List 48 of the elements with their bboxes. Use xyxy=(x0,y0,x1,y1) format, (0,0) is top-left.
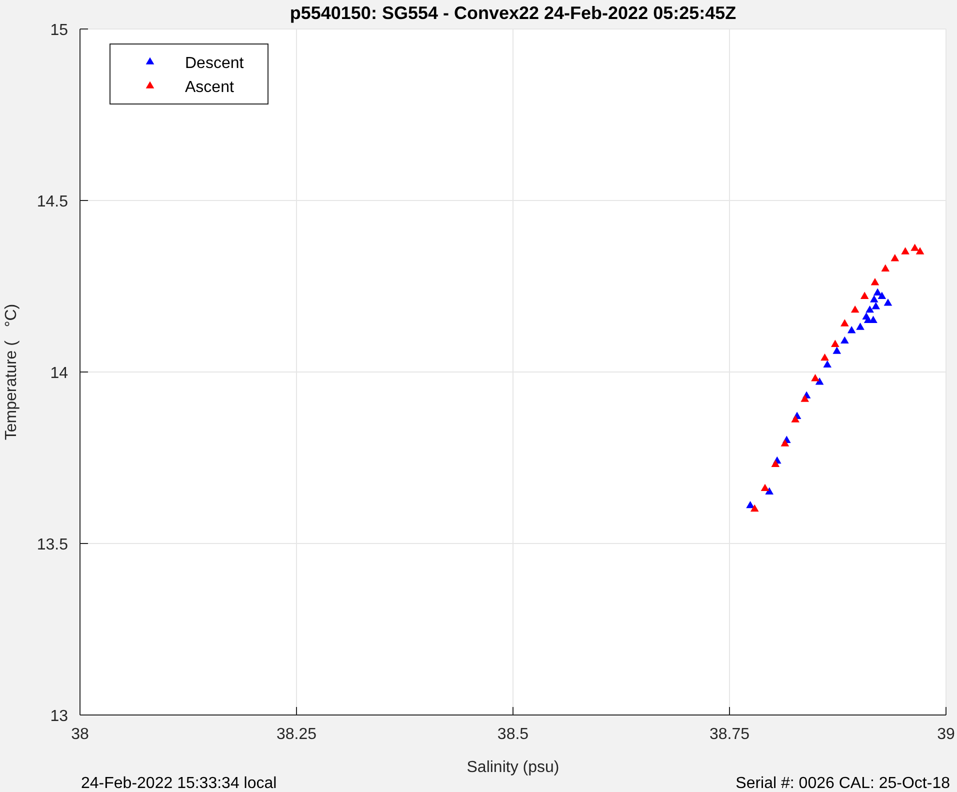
point xyxy=(890,254,900,262)
point xyxy=(823,360,832,368)
point xyxy=(765,487,774,494)
point xyxy=(820,353,829,361)
y-tick-label: 13 xyxy=(50,708,68,725)
point xyxy=(870,295,878,302)
point xyxy=(872,302,880,310)
x-tick-label: 38 xyxy=(71,726,89,743)
point xyxy=(866,305,874,313)
x-tick-label: 38.75 xyxy=(709,726,750,743)
point xyxy=(870,278,880,286)
point xyxy=(780,439,790,446)
text: Serial #: 0026 CAL: 25-Oct-18 xyxy=(736,775,950,792)
point xyxy=(800,394,810,402)
point xyxy=(840,319,849,326)
point xyxy=(760,484,770,492)
chart-title: p5540150: SG554 - Convex22 24-Feb-2022 05:25:45Z xyxy=(290,3,736,23)
y-tick-label: 15 xyxy=(50,22,68,39)
point xyxy=(771,460,780,468)
y-tick-label: 14 xyxy=(50,365,68,382)
point xyxy=(850,305,860,313)
y-tick-label: 13.5 xyxy=(36,536,68,554)
text: 24-Feb-2022 15:33:34 local xyxy=(81,775,277,792)
point xyxy=(750,504,759,512)
point xyxy=(840,336,849,344)
point xyxy=(916,247,924,254)
point xyxy=(832,346,842,354)
point xyxy=(811,374,820,382)
y-axis-title: Temperature ( °C) xyxy=(3,304,20,440)
point xyxy=(881,264,890,272)
point xyxy=(910,244,919,251)
legend-label: Descent xyxy=(185,55,244,72)
point xyxy=(873,288,882,296)
point xyxy=(791,415,800,422)
y-tick-label: 14.5 xyxy=(36,194,68,210)
x-tick-label: 39 xyxy=(937,726,955,743)
point xyxy=(901,247,910,254)
point xyxy=(746,500,754,508)
point xyxy=(860,292,869,299)
x-axis-title: Salinity (psu) xyxy=(466,759,560,776)
x-tick-label: 38.25 xyxy=(276,726,317,743)
point xyxy=(856,322,864,330)
point xyxy=(884,298,892,306)
point xyxy=(847,326,856,334)
x-tick-label: 38.5 xyxy=(497,726,529,743)
point xyxy=(830,340,840,347)
point xyxy=(878,292,886,299)
legend-label: Ascent xyxy=(185,79,234,96)
